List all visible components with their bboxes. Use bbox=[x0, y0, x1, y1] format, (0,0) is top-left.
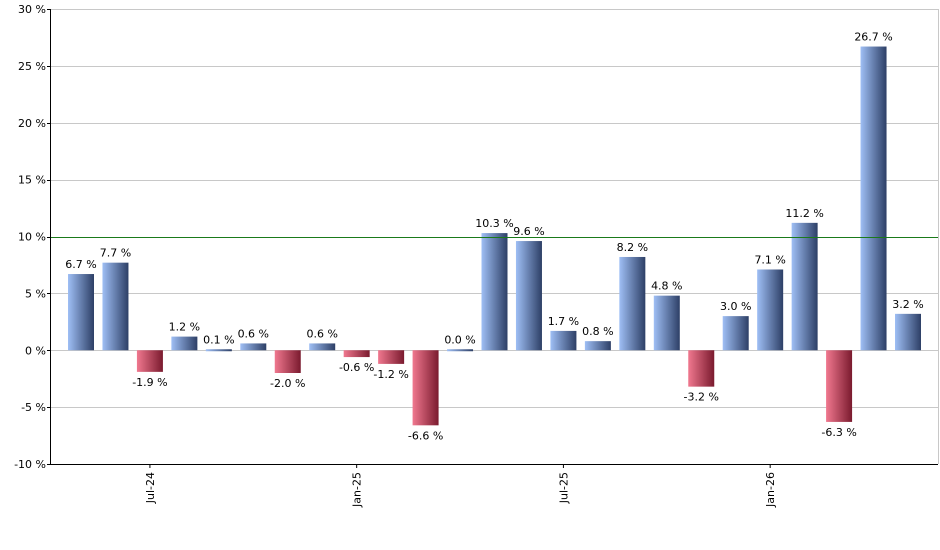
bar bbox=[860, 46, 887, 351]
data-label: 26.7 % bbox=[854, 31, 892, 44]
bar bbox=[826, 350, 853, 422]
data-label: -2.0 % bbox=[270, 377, 305, 390]
bar bbox=[584, 341, 611, 351]
data-labels: 6.7 % 7.7 % -1.9 % 1.2 %0.1 % 0.6 % -2.0 % 0.6… bbox=[65, 31, 923, 443]
data-label: 7.1 % bbox=[754, 253, 785, 266]
data-label: 3.0 % bbox=[720, 300, 751, 313]
bar bbox=[757, 269, 784, 351]
y-tick-labels: -10 % -5 % 0 % 5 % 10 % 15 % 20 % 25 % 30 % bbox=[14, 3, 46, 471]
bar bbox=[481, 233, 508, 351]
x-tick-labels: Jul-24 Jan-25 Jul-25 Jan-26 bbox=[144, 472, 777, 508]
data-label: -6.3 % bbox=[821, 426, 856, 439]
bar bbox=[240, 343, 267, 351]
data-label: 0.6 % bbox=[306, 327, 337, 340]
bar bbox=[412, 350, 439, 426]
bar bbox=[274, 350, 301, 373]
bar bbox=[722, 316, 749, 351]
data-label: 1.7 % bbox=[548, 315, 579, 328]
data-label: 0.0 % bbox=[444, 333, 475, 346]
y-tick-label: 25 % bbox=[18, 60, 46, 73]
y-tick-label: -5 % bbox=[21, 401, 46, 414]
y-tick-label: 5 % bbox=[25, 287, 46, 300]
data-label: -1.9 % bbox=[132, 376, 167, 389]
bar bbox=[619, 256, 646, 351]
bar bbox=[378, 350, 405, 364]
bar bbox=[688, 350, 715, 387]
y-tick-label: 10 % bbox=[18, 231, 46, 244]
data-label: 8.2 % bbox=[617, 241, 648, 254]
bars bbox=[68, 46, 921, 426]
data-label: -0.6 % bbox=[339, 361, 374, 374]
y-tick-label: 30 % bbox=[18, 3, 46, 16]
data-label: -1.2 % bbox=[373, 368, 408, 381]
x-tick-label: Jul-25 bbox=[557, 472, 570, 504]
bar bbox=[447, 349, 474, 352]
data-label: 3.2 % bbox=[892, 298, 923, 311]
bar bbox=[550, 330, 577, 351]
data-label: 7.7 % bbox=[100, 247, 131, 260]
data-label: 9.6 % bbox=[513, 225, 544, 238]
data-label: -6.6 % bbox=[408, 429, 443, 442]
y-tick-label: 0 % bbox=[25, 344, 46, 357]
bar bbox=[895, 313, 921, 351]
bar bbox=[515, 241, 542, 351]
axes bbox=[47, 9, 938, 468]
bar bbox=[791, 222, 818, 351]
bar bbox=[309, 343, 336, 351]
bar bbox=[68, 274, 94, 351]
bar bbox=[102, 262, 129, 351]
bar bbox=[205, 349, 232, 352]
data-label: 10.3 % bbox=[475, 217, 513, 230]
data-label: 11.2 % bbox=[785, 207, 823, 220]
bar bbox=[653, 295, 680, 351]
x-tick-label: Jan-26 bbox=[764, 472, 777, 508]
data-label: 0.6 % bbox=[238, 327, 269, 340]
data-label: 1.2 % bbox=[169, 321, 200, 334]
x-tick-label: Jan-25 bbox=[351, 472, 364, 508]
y-tick-label: 15 % bbox=[18, 174, 46, 187]
data-label: 0.1 % bbox=[203, 333, 234, 346]
bar bbox=[136, 350, 163, 372]
bar bbox=[171, 336, 198, 351]
data-label: -3.2 % bbox=[684, 391, 719, 404]
y-tick-label: 20 % bbox=[18, 117, 46, 130]
data-label: 4.8 % bbox=[651, 280, 682, 293]
data-label: 0.8 % bbox=[582, 325, 613, 338]
y-tick-label: -10 % bbox=[14, 458, 46, 471]
bar bbox=[343, 350, 370, 358]
data-label: 6.7 % bbox=[65, 258, 96, 271]
x-tick-label: Jul-24 bbox=[144, 472, 157, 504]
